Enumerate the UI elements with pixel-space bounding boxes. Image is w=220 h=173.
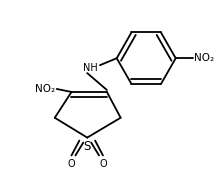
Text: S: S	[84, 140, 91, 153]
Text: O: O	[99, 159, 107, 169]
Text: NO₂: NO₂	[194, 53, 214, 63]
Text: NO₂: NO₂	[35, 84, 55, 94]
Text: NH: NH	[83, 63, 97, 73]
Text: O: O	[68, 159, 75, 169]
